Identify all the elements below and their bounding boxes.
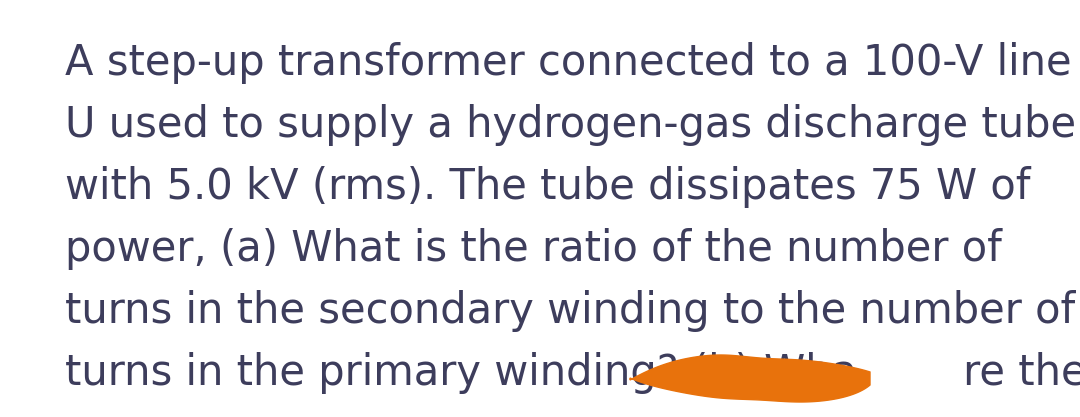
Text: turns in the secondary winding to the number of: turns in the secondary winding to the nu… [65, 290, 1076, 332]
Text: with 5.0 kV (rms). The tube dissipates 75 W of: with 5.0 kV (rms). The tube dissipates 7… [65, 166, 1030, 208]
Text: U used to supply a hydrogen-gas discharge tube: U used to supply a hydrogen-gas discharg… [65, 104, 1076, 146]
Text: turns in the primary winding? (b) Wha        re the: turns in the primary winding? (b) Wha re… [65, 352, 1080, 394]
Text: power, (a) What is the ratio of the number of: power, (a) What is the ratio of the numb… [65, 228, 1002, 270]
Text: A step-up transformer connected to a 100-V line: A step-up transformer connected to a 100… [65, 42, 1071, 84]
Polygon shape [630, 355, 870, 402]
